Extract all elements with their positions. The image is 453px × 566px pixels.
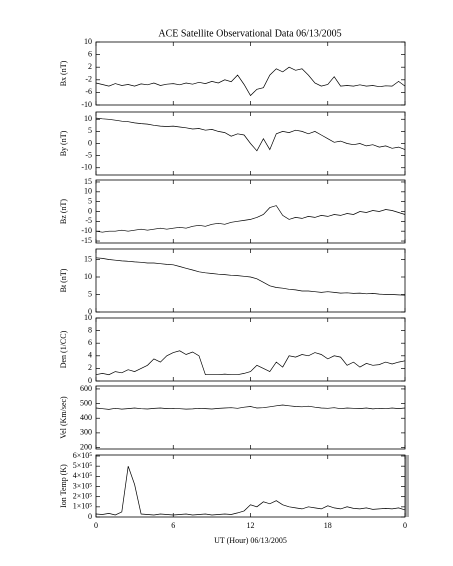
panel-frame <box>95 248 406 313</box>
y-tick-label: 300 <box>80 428 92 437</box>
data-line <box>95 404 406 410</box>
y-tick-label: -10 <box>81 163 92 172</box>
y-tick-label: -10 <box>81 226 92 235</box>
y-tick-label: 0 <box>88 138 92 147</box>
y-tick-label: -10 <box>81 100 92 109</box>
y-tick-label: 0 <box>88 512 92 521</box>
y-tick-label: 2×10⁵ <box>73 492 93 501</box>
y-tick-label: 2 <box>88 62 92 71</box>
data-line <box>95 117 406 152</box>
data-line <box>95 205 406 233</box>
y-tick-label: 6 <box>88 49 92 58</box>
y-tick-label: 0 <box>88 376 92 385</box>
y-tick-label: 10 <box>84 272 92 281</box>
y-tick-label: 15 <box>84 177 92 186</box>
data-line <box>95 66 406 97</box>
y-tick-label: 10 <box>84 37 92 46</box>
y-tick-label: 6×10⁵ <box>73 451 93 460</box>
y-tick-label: 10 <box>84 313 92 322</box>
y-tick-label: 10 <box>84 187 92 196</box>
y-tick-label: 1×10⁵ <box>73 502 93 511</box>
x-tick-label: 18 <box>324 521 332 530</box>
y-tick-label: 2 <box>88 363 92 372</box>
y-tick-label: 600 <box>80 384 92 393</box>
gray-bar <box>405 455 409 517</box>
y-tick-label: 5 <box>88 126 92 135</box>
x-tick-label: 12 <box>247 521 255 530</box>
panel-frame <box>95 454 406 518</box>
data-line <box>95 257 406 296</box>
y-tick-label: 3×10⁵ <box>73 481 93 490</box>
y-tick-label: 400 <box>80 413 92 422</box>
panel-frame <box>95 179 406 244</box>
y-tick-label: 0 <box>88 307 92 316</box>
data-line <box>95 350 406 376</box>
y-tick-label: 4 <box>88 351 92 360</box>
y-tick-label: 5 <box>88 289 92 298</box>
y-axis-label: Vel (Km/sec) <box>59 396 68 439</box>
data-line <box>95 466 406 516</box>
x-tick-label: 0 <box>94 521 98 530</box>
y-tick-label: -6 <box>85 87 92 96</box>
x-axis-label: UT (Hour) 06/13/2005 <box>214 536 287 545</box>
y-axis-label: By (nT) <box>59 130 68 156</box>
chart-title: ACE Satellite Observational Data 06/13/2… <box>158 28 341 39</box>
y-axis-label: Den (1/CC) <box>59 330 68 368</box>
y-tick-label: -5 <box>85 150 92 159</box>
y-tick-label: 0 <box>88 206 92 215</box>
y-tick-label: 5×10⁵ <box>73 461 93 470</box>
y-tick-label: 200 <box>80 442 92 451</box>
y-tick-label: 4×10⁵ <box>73 471 93 480</box>
y-tick-label: -5 <box>85 216 92 225</box>
y-tick-label: 5 <box>88 196 92 205</box>
y-tick-label: -2 <box>85 75 92 84</box>
y-axis-label: Ion Temp (K) <box>59 464 68 508</box>
y-tick-label: 10 <box>84 114 92 123</box>
y-axis-label: Bt (nT) <box>59 268 68 292</box>
y-axis-label: Bz (nT) <box>59 199 68 224</box>
panel-frame <box>95 385 406 450</box>
x-tick-label: 6 <box>171 521 175 530</box>
y-tick-label: 8 <box>88 325 92 334</box>
y-tick-label: 6 <box>88 338 92 347</box>
y-tick-label: 500 <box>80 398 92 407</box>
x-tick-label: 0 <box>403 521 407 530</box>
y-tick-label: 15 <box>84 254 92 263</box>
y-tick-label: -15 <box>81 236 92 245</box>
y-axis-label: Bx (nT) <box>59 60 68 86</box>
